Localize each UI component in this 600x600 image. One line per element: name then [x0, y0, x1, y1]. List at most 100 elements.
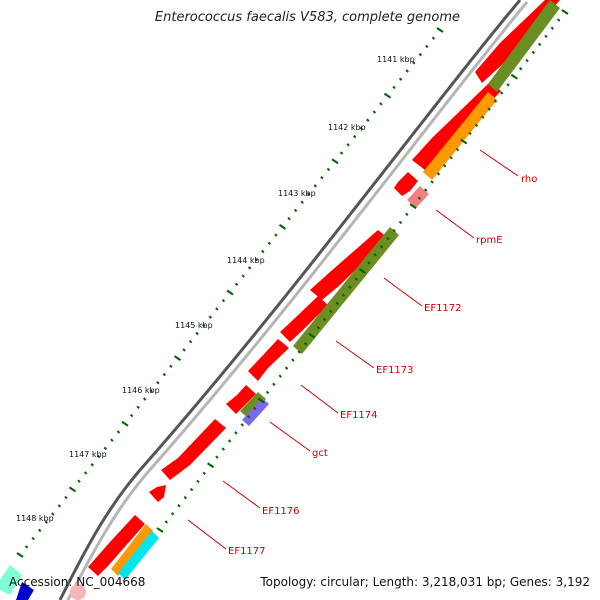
gene-arrow-gct[interactable]: [226, 385, 256, 414]
tick-mark: [142, 397, 147, 401]
label-connector: [269, 421, 311, 452]
tick-mark: [348, 285, 352, 289]
topology-label: Topology: circular; Length: 3,218,031 bp…: [260, 575, 590, 589]
gene-arrow-EF1174[interactable]: [248, 339, 289, 381]
tick-mark: [329, 309, 333, 314]
tick-mark: [443, 164, 447, 168]
backbone-inner: [66, 1, 529, 600]
tick-mark: [436, 172, 441, 176]
tick-mark: [129, 413, 134, 418]
tick-mark: [291, 358, 295, 362]
tick-mark: [116, 430, 121, 434]
tick-mark: [409, 203, 417, 210]
tick-mark: [202, 323, 206, 328]
tick-mark: [379, 245, 384, 249]
tick-mark: [398, 77, 403, 81]
tick-labels: 1141 kbp 1142 kbp 1143 kbp 1144 kbp 1145…: [16, 55, 415, 523]
gene-label-EF1176[interactable]: EF1176: [262, 506, 300, 517]
gene-arrow-downstream[interactable]: [88, 515, 145, 576]
tick-mark: [405, 69, 409, 73]
tick-mark: [156, 381, 160, 385]
tick-mark: [254, 257, 258, 262]
tick-mark: [425, 44, 429, 49]
cds-track: [88, 0, 560, 576]
tick-mark: [257, 397, 265, 404]
tick-mark: [278, 374, 282, 378]
tick-mark: [162, 372, 167, 377]
tick-mark: [359, 126, 363, 131]
label-connector: [300, 384, 339, 414]
tick-mark: [561, 9, 569, 15]
tick-mark: [335, 301, 339, 306]
tick-mark: [300, 200, 304, 204]
gene-label-rpmE[interactable]: rpmE: [476, 235, 503, 246]
tick-mark: [247, 266, 252, 270]
tick-mark: [308, 332, 316, 339]
tick-mark: [103, 446, 108, 451]
tick-mark: [544, 34, 548, 38]
tick-mark: [460, 138, 468, 145]
tick-mark: [372, 110, 377, 114]
tick-mark: [156, 527, 164, 533]
tick-mark: [272, 382, 276, 387]
tick-mark: [352, 134, 357, 139]
tick-mark: [177, 504, 181, 508]
tick-mark: [164, 520, 169, 524]
tick-mark: [77, 479, 81, 483]
tick-mark: [307, 192, 311, 196]
tick-mark: [320, 175, 324, 180]
tick-mark: [531, 50, 536, 55]
gene-label-gct[interactable]: gct: [312, 448, 328, 459]
tick-mark: [537, 42, 542, 47]
tick-mark: [500, 91, 504, 95]
gene-label-EF1173[interactable]: EF1173: [376, 365, 414, 376]
tick-mark: [487, 107, 491, 111]
tick-mark: [297, 350, 301, 354]
tick-label-1147: 1147 kbp: [69, 450, 107, 459]
tick-mark: [417, 196, 422, 200]
label-connector: [335, 340, 375, 369]
gene-arrow-rpmE[interactable]: [394, 172, 418, 196]
tick-mark: [183, 495, 188, 500]
tick-mark: [430, 180, 434, 184]
gene-arrow-EF1172[interactable]: [310, 230, 388, 300]
backbone-outer: [58, 0, 522, 600]
gene-arrow-EF1177[interactable]: [149, 485, 166, 502]
tick-mark: [284, 366, 289, 370]
gene-label-EF1172[interactable]: EF1172: [424, 303, 462, 314]
rna-pink-dot: [70, 584, 86, 600]
tick-mark: [436, 27, 444, 33]
gene-arrow-EF1176[interactable]: [161, 419, 226, 480]
tick-mark: [253, 406, 257, 411]
tick-mark: [234, 282, 239, 287]
tick-mark: [392, 85, 396, 90]
gene-arrow-EF1173[interactable]: [280, 296, 328, 342]
cog-bar-blue: [16, 582, 34, 600]
tick-mark: [170, 512, 175, 516]
tick-mark: [418, 52, 423, 57]
tick-label-1148: 1148 kbp: [16, 514, 54, 523]
tick-mark: [274, 233, 278, 237]
tick-mark: [110, 438, 114, 442]
cog-bar-orange-1: [423, 92, 497, 180]
gene-label-EF1177[interactable]: EF1177: [228, 546, 266, 557]
tick-mark: [525, 58, 529, 63]
tick-mark: [226, 289, 234, 296]
tick-mark: [188, 340, 193, 344]
tick-mark: [316, 325, 320, 330]
tick-mark: [90, 463, 94, 467]
tick-label-1141: 1141 kbp: [377, 55, 415, 64]
gene-label-rho[interactable]: rho: [521, 174, 537, 185]
tick-mark: [322, 317, 327, 322]
tick-mark: [208, 315, 213, 319]
tick-mark: [202, 471, 207, 476]
tick-label-1143: 1143 kbp: [278, 189, 316, 198]
tick-mark: [293, 208, 298, 213]
tick-mark: [189, 487, 194, 492]
tick-mark: [366, 118, 370, 122]
tick-mark: [182, 348, 186, 352]
gene-label-EF1174[interactable]: EF1174: [340, 410, 378, 421]
tick-mark: [367, 261, 371, 265]
